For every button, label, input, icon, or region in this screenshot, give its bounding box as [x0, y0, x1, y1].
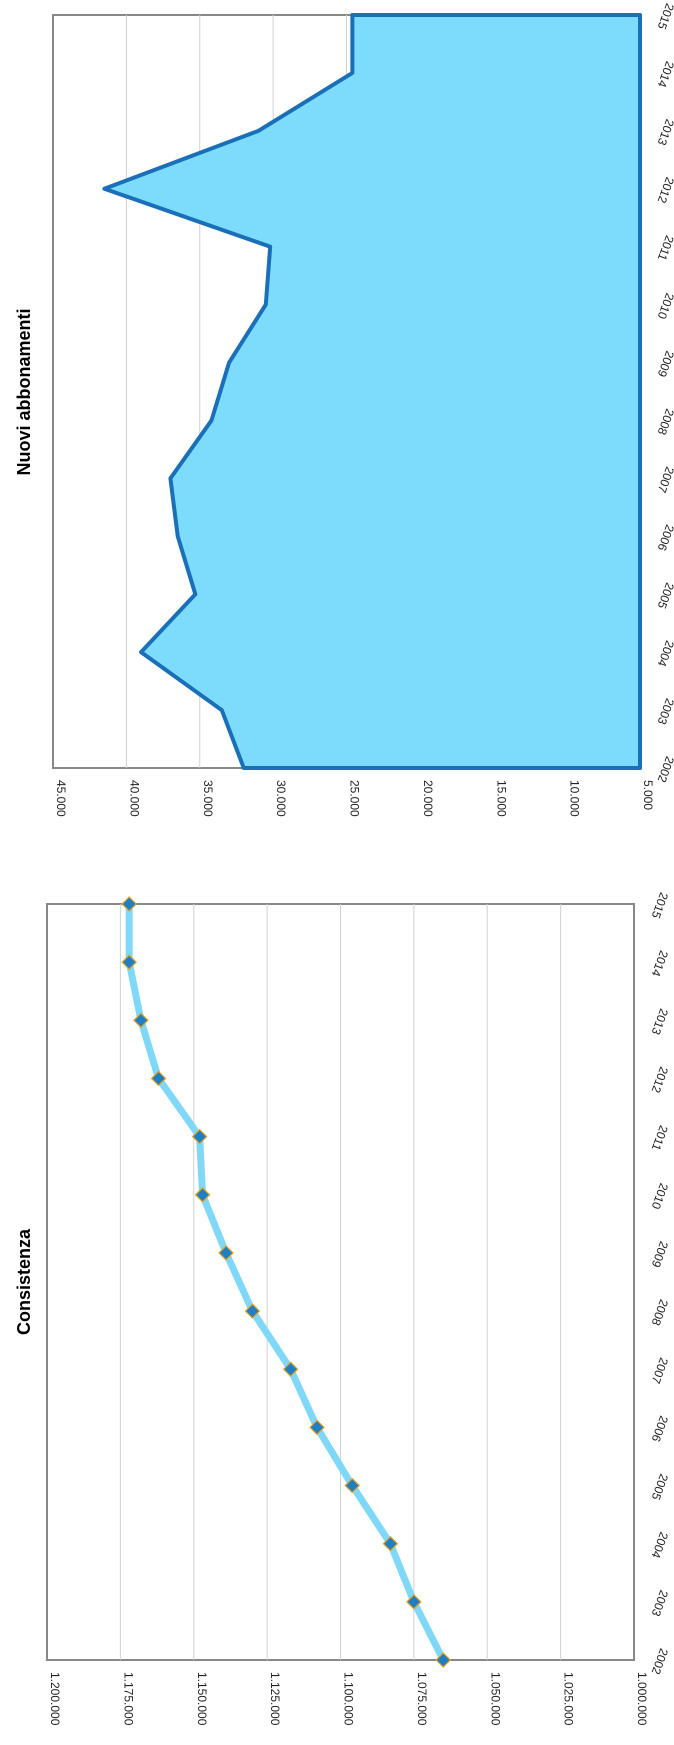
x-tick-label: 2008	[655, 407, 674, 437]
x-tick-label: 2014	[649, 949, 671, 979]
y-tick-label: 15.000	[494, 780, 508, 817]
y-tick-label: 30.000	[274, 780, 288, 817]
y-tick-label: 5.000	[641, 780, 655, 810]
x-tick-label: 2012	[655, 175, 674, 205]
y-tick-label: 25.000	[348, 780, 362, 817]
x-tick-label: 2006	[655, 523, 674, 553]
x-tick-label: 2003	[655, 697, 674, 727]
y-tick-label: 40.000	[127, 780, 141, 817]
x-tick-label: 2007	[655, 465, 674, 495]
y-tick-label: 1.025.000	[562, 1672, 576, 1726]
y-tick-label: 1.125.000	[268, 1672, 282, 1726]
y-tick-labels: 5.000 10.000 15.000 20.000 25.000 30.000 35.00…	[54, 780, 655, 817]
x-tick-label: 2004	[649, 1530, 671, 1560]
x-tick-label: 2005	[649, 1472, 671, 1502]
y-tick-label: 1.000.000	[635, 1672, 649, 1726]
y-tick-label: 1.100.000	[342, 1672, 356, 1726]
x-tick-label: 2011	[649, 1123, 671, 1152]
x-tick-labels: 2002 2003 2004 2005 2006 2007 2008 2009 2010 2011…	[649, 890, 671, 1676]
x-tick-label: 2007	[649, 1356, 671, 1386]
x-tick-label: 2014	[655, 59, 674, 89]
x-tick-label: 2008	[649, 1298, 671, 1328]
chart-title: Consistenza	[14, 1228, 34, 1335]
y-tick-label: 1.200.000	[48, 1672, 62, 1726]
nuovi-abbonamenti-chart: 5.000 10.000 15.000 20.000 25.000 30.000 35.00…	[14, 1, 674, 817]
y-tick-label: 35.000	[201, 780, 215, 817]
x-tick-labels: 2002 2003 2004 2005 2006 2007 2008 2009 2010 2011…	[655, 1, 674, 784]
y-tick-label: 45.000	[54, 780, 68, 817]
chart-title: Nuovi abbonamenti	[14, 308, 34, 475]
x-tick-label: 2015	[655, 1, 674, 31]
x-tick-label: 2003	[649, 1588, 671, 1618]
x-tick-label: 2002	[649, 1646, 671, 1676]
x-tick-label: 2004	[655, 639, 674, 669]
y-tick-label: 1.050.000	[488, 1672, 502, 1726]
x-tick-label: 2010	[649, 1181, 671, 1211]
x-tick-label: 2009	[655, 349, 674, 379]
y-tick-label: 10.000	[568, 780, 582, 817]
x-tick-label: 2005	[655, 581, 674, 611]
x-tick-label: 2010	[655, 291, 674, 321]
x-tick-label: 2006	[649, 1414, 671, 1444]
y-tick-label: 1.150.000	[195, 1672, 209, 1726]
y-tick-label: 20.000	[421, 780, 435, 817]
consistenza-chart: 1.000.000 1.025.000 1.050.000 1.075.000 1.10…	[14, 890, 671, 1725]
x-tick-label: 2009	[649, 1239, 671, 1269]
y-tick-label: 1.075.000	[415, 1672, 429, 1726]
x-tick-label: 2011	[655, 234, 674, 263]
x-tick-label: 2013	[655, 117, 674, 147]
x-tick-label: 2015	[649, 890, 671, 920]
x-tick-label: 2013	[649, 1007, 671, 1037]
y-tick-label: 1.175.000	[121, 1672, 135, 1726]
x-tick-label: 2012	[649, 1065, 671, 1095]
x-tick-label: 2002	[655, 754, 674, 784]
y-tick-labels: 1.000.000 1.025.000 1.050.000 1.075.000 1.10…	[48, 1672, 649, 1726]
